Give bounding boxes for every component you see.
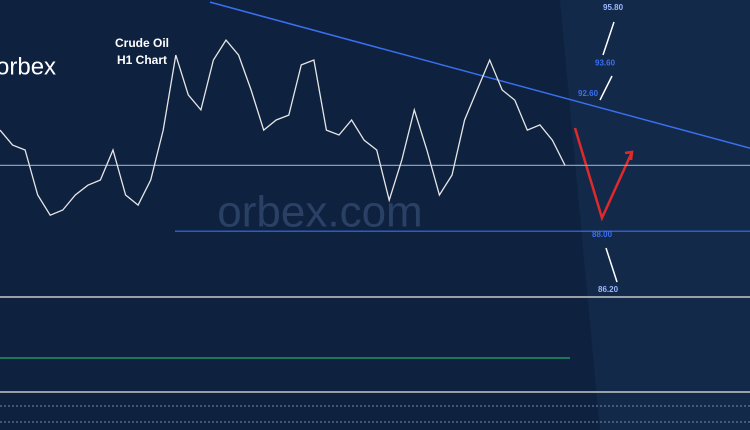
level-label: 95.80 [603, 3, 624, 12]
arrow [605, 247, 618, 283]
background-shape [560, 0, 750, 430]
level-label: 86.20 [598, 285, 619, 294]
chart-subtitle: H1 Chart [117, 53, 167, 67]
forecast-arrowhead [624, 150, 634, 161]
price-line [0, 39, 566, 217]
forecast-arrow [573, 127, 634, 222]
trendline [209, 1, 750, 149]
watermark: orbex.com [217, 188, 422, 237]
level-label: 93.60 [595, 58, 616, 67]
level-label: 92.60 [578, 89, 599, 98]
logo: orbex [0, 53, 56, 80]
level-label: 88.00 [592, 230, 613, 239]
arrow [599, 75, 613, 101]
arrow [602, 21, 615, 56]
chart-title: Crude Oil [115, 36, 169, 50]
